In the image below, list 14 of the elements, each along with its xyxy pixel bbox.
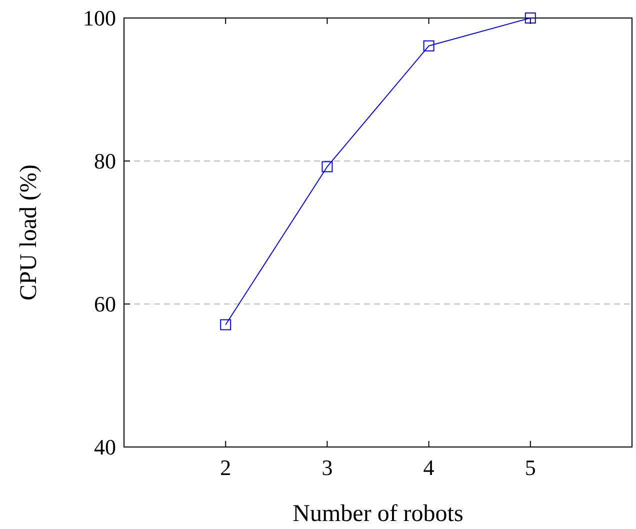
y-tick-label: 80 (94, 148, 116, 174)
x-axis-title: Number of robots (292, 501, 464, 527)
x-tick-label: 5 (524, 455, 536, 480)
y-tick-label: 60 (94, 292, 116, 317)
y-tick-label: 40 (94, 434, 116, 460)
point (220, 319, 232, 330)
point (423, 40, 434, 52)
y-tick-label: 100 (83, 6, 116, 31)
point (322, 161, 333, 172)
x-tick-label: 2 (220, 455, 232, 480)
x-tick-label: 4 (423, 455, 434, 480)
point (524, 12, 536, 24)
y-axis-title: CPU load (%) (16, 164, 42, 300)
x-tick-label: 3 (322, 455, 333, 480)
